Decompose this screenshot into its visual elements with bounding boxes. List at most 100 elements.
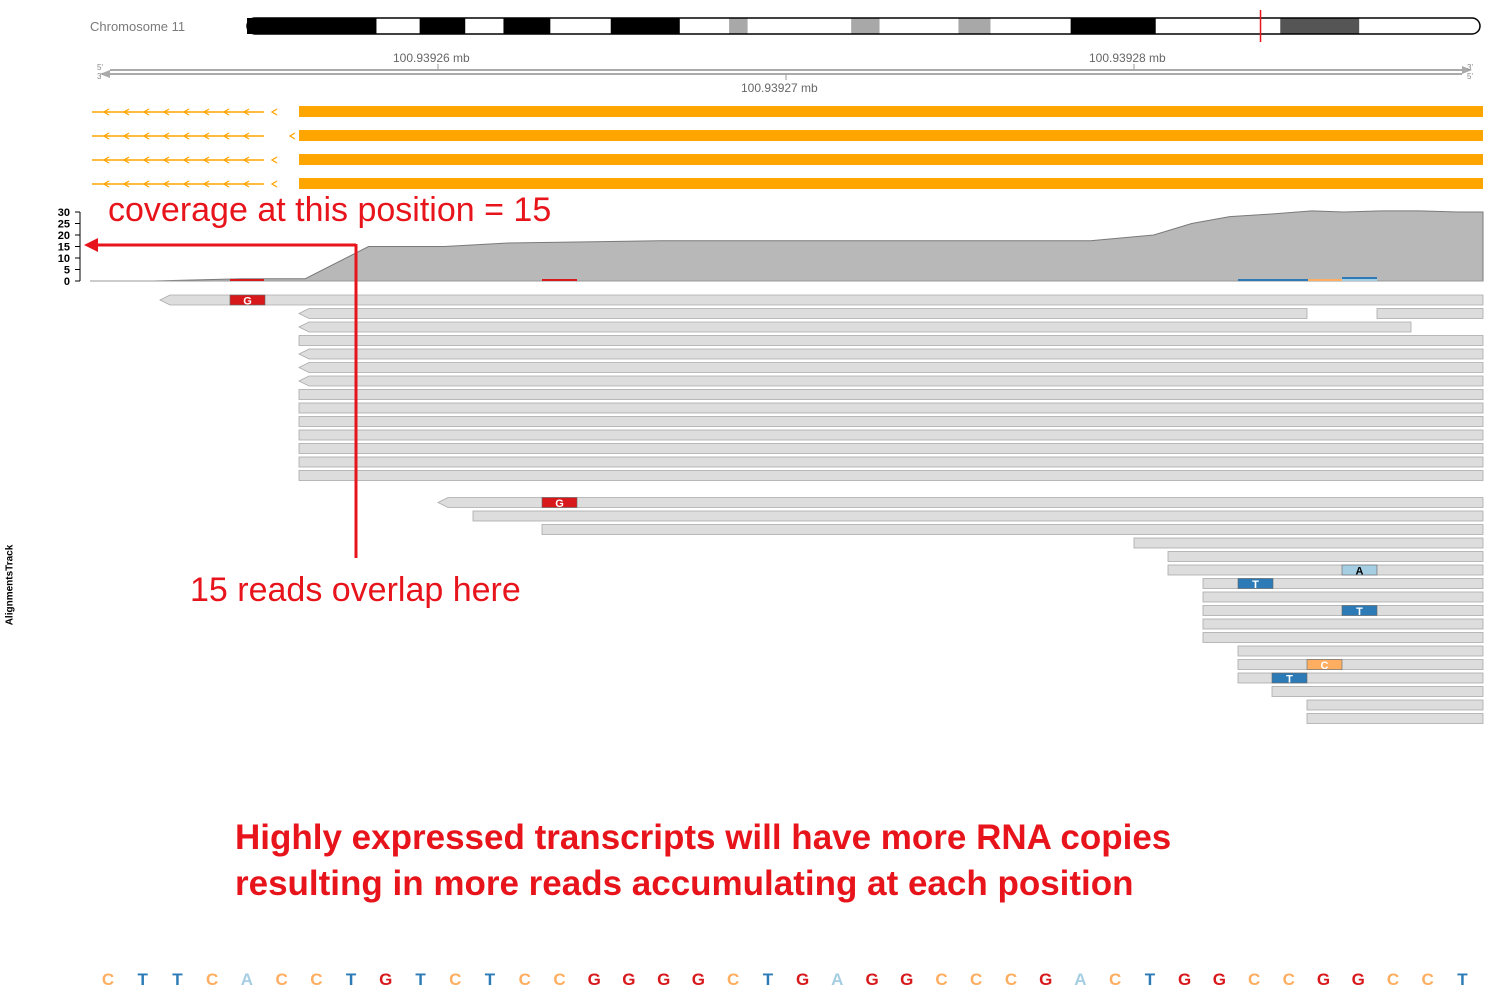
mismatch-base: A [1341, 564, 1378, 578]
sequence-base: C [449, 970, 462, 989]
aligned-read [1271, 686, 1484, 697]
axis-tick-label: 100.93928 mb [1089, 51, 1166, 65]
gene-model-track [92, 106, 1483, 189]
aligned-read [298, 443, 1484, 454]
strand-label: 3' [1467, 63, 1473, 72]
mismatch-box [541, 497, 578, 508]
aligned-read [541, 524, 1484, 535]
ideogram [246, 10, 1481, 42]
sequence-base: G [1351, 970, 1365, 989]
sequence-base: T [1144, 970, 1156, 989]
sequence-base: C [1109, 970, 1122, 989]
strand-chevron-icon [182, 132, 190, 140]
headline-line-1: Highly expressed transcripts will have m… [235, 818, 1172, 857]
aligned-read [1306, 713, 1484, 724]
sequence-base: G [900, 970, 914, 989]
strand-chevron-icon [242, 156, 250, 164]
ideogram-band [503, 18, 551, 34]
strand-chevron-icon [122, 132, 130, 140]
sequence-base: G [795, 970, 810, 989]
strand-right: 3' 5' [1467, 63, 1473, 81]
coverage-y-tick-label: 20 [58, 230, 70, 242]
strand-chevron-icon [270, 156, 278, 164]
sequence-base: G [587, 970, 601, 989]
coverage-y-tick-label: 5 [64, 265, 70, 277]
aligned-read [298, 389, 1484, 400]
sequence-base: T [345, 970, 357, 989]
mismatch-letter: G [555, 498, 564, 510]
aligned-read [298, 429, 1484, 441]
coverage-y-tick-label: 30 [58, 207, 70, 219]
strand-chevron-icon [162, 132, 170, 140]
axis-arrow-left [100, 70, 110, 78]
sequence-base: T [762, 970, 774, 989]
strand-chevron-icon [182, 180, 190, 188]
strand-chevron-icon [142, 180, 150, 188]
strand-chevron-icon [242, 180, 250, 188]
mismatch-letter: T [1356, 606, 1363, 618]
sequence-base: C [275, 970, 288, 989]
sequence-base: T [1457, 970, 1468, 989]
transcript-row [92, 178, 1483, 189]
strand-chevron-icon [288, 132, 296, 140]
ideogram-band [1280, 18, 1360, 34]
transcript-row [92, 106, 1483, 117]
genome-axis [100, 64, 1472, 80]
aligned-read [298, 416, 1484, 427]
mismatch-letter: T [1286, 674, 1293, 686]
ideogram-band [610, 18, 680, 34]
mismatch-base: T [1341, 605, 1378, 618]
overlap-annotation: 15 reads overlap here [190, 571, 521, 609]
strand-chevron-icon [222, 156, 230, 164]
sequence-base: A [1074, 970, 1087, 989]
aligned-read [1202, 591, 1484, 603]
sequence-base: G [1177, 970, 1192, 989]
headline: Highly expressed transcripts will have m… [235, 815, 1335, 907]
ideogram-band [247, 18, 377, 34]
aligned-read [298, 335, 1484, 346]
coverage-y-tick-label: 0 [64, 276, 70, 288]
aligned-read [298, 375, 1484, 387]
sequence-base: C [1421, 970, 1434, 989]
transcript-row [92, 154, 1483, 165]
exon-block [299, 130, 1483, 141]
sequence-base: C [518, 970, 531, 989]
mismatch-box [1306, 659, 1343, 670]
strand-chevron-icon [162, 180, 170, 188]
sequence-base: A [831, 970, 844, 989]
ideogram-bands [247, 18, 1360, 34]
coverage-area [90, 210, 1484, 282]
sequence-base: G [379, 970, 393, 989]
aligned-read [1202, 578, 1484, 589]
coverage-annotation: coverage at this position = 15 [108, 191, 552, 229]
aligned-read [159, 294, 1484, 306]
strand-label: 5' [1467, 72, 1473, 81]
strand-chevron-icon [122, 108, 130, 116]
ideogram-band [958, 18, 991, 34]
mismatch-base: T [1237, 578, 1274, 591]
strand-chevron-icon [202, 108, 210, 116]
aligned-read [298, 308, 1308, 319]
strand-chevron-icon [222, 108, 230, 116]
sequence-base: G [691, 970, 705, 989]
exon-block [299, 178, 1483, 189]
ideogram-band [1070, 18, 1156, 34]
chromosome-label: Chromosome 11 [90, 19, 186, 34]
strand-chevron-icon [142, 156, 150, 164]
sequence-base: G [657, 970, 671, 989]
mismatch-box [1237, 578, 1274, 589]
coverage-mismatch [1238, 279, 1308, 281]
aligned-read [1133, 537, 1484, 549]
ideogram-band [419, 18, 466, 34]
aligned-read [1167, 564, 1484, 576]
alignments-track: G G A T T C T [159, 294, 1484, 724]
mismatch-base: G [229, 294, 266, 308]
aligned-read [1237, 659, 1484, 670]
strand-chevron-icon [142, 108, 150, 116]
sequence-base: C [206, 970, 219, 989]
aligned-read [1237, 672, 1484, 684]
sequence-base: C [1282, 970, 1295, 989]
sequence-base: C [726, 970, 740, 989]
